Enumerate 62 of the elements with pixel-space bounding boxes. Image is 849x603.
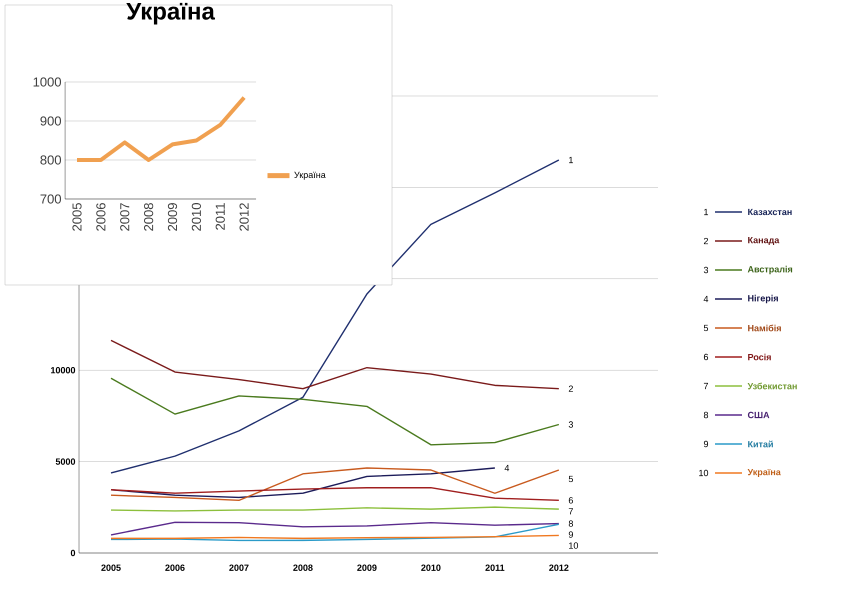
- legend-label: Україна: [748, 468, 781, 478]
- x-tick-label: 2007: [120, 203, 130, 231]
- line-series: [110, 159, 560, 474]
- legend-label: Канада: [748, 237, 780, 245]
- annotation: 8: [568, 520, 573, 527]
- x-tick-label: 2011: [485, 564, 504, 571]
- y-tick-label: 700: [40, 194, 62, 204]
- text: 6: [704, 354, 708, 360]
- text: 2: [704, 238, 708, 244]
- annotation: 10: [569, 542, 578, 549]
- y-tick-label: 900: [40, 116, 62, 126]
- text: 4: [704, 296, 708, 302]
- x-tick-label: 2011: [216, 203, 225, 230]
- line-series: [110, 487, 560, 502]
- legend-label: Узбекистан: [748, 382, 797, 390]
- line-series: [110, 340, 560, 390]
- x-tick-label: 2009: [357, 564, 377, 571]
- text: 7: [704, 382, 708, 390]
- annotation: 3: [568, 421, 573, 428]
- x-tick-label: 2006: [165, 564, 185, 571]
- x-tick-label: 2008: [293, 564, 313, 571]
- annotation: 5: [568, 476, 574, 482]
- text: 9: [704, 440, 708, 448]
- legend-label: Китай: [748, 440, 773, 448]
- x-tick-label: 2010: [192, 203, 201, 231]
- x-tick-label: 2010: [421, 564, 441, 571]
- text: 10: [699, 470, 708, 476]
- y-tick-label: 800: [40, 155, 62, 165]
- legend-label: Нігерія: [748, 294, 778, 304]
- x-tick-label: 2009: [168, 203, 178, 231]
- x-tick-label: 2007: [229, 564, 249, 571]
- y-tick-label: 5000: [56, 458, 76, 465]
- legend-label: Казахстан: [748, 208, 792, 216]
- annotation: 7: [568, 508, 573, 514]
- x-tick-label: 2008: [144, 203, 154, 231]
- annotation: 9: [568, 531, 573, 538]
- x-tick-label: 2005: [101, 564, 121, 571]
- annotation: 6: [568, 497, 573, 504]
- chart-title: Україна: [126, 2, 216, 24]
- y-tick-label: 1000: [34, 77, 62, 87]
- text: 5: [704, 324, 708, 332]
- annotation: 4: [504, 464, 510, 472]
- text: 3: [704, 266, 708, 274]
- annotation: 1: [569, 156, 573, 164]
- legend-label: Австралія: [748, 266, 792, 274]
- x-tick-label: 2006: [96, 203, 106, 231]
- y-tick-label: 0: [70, 550, 76, 556]
- legend-label: Росія: [748, 354, 771, 360]
- annotation: 2: [568, 386, 573, 392]
- line-series: [110, 522, 560, 536]
- legend-label: США: [748, 412, 770, 418]
- y-tick-label: 10000: [51, 367, 76, 374]
- text: 1: [704, 208, 708, 216]
- x-tick-label: 2005: [72, 203, 82, 231]
- x-tick-label: 2012: [240, 203, 249, 231]
- text: 8: [704, 412, 708, 418]
- legend-label: Намібія: [748, 324, 781, 332]
- line-series: [110, 378, 560, 446]
- x-tick-label: 2012: [549, 564, 568, 571]
- line-series: [110, 524, 560, 542]
- legend-label: Україна: [294, 172, 326, 180]
- line-series: [75, 96, 246, 162]
